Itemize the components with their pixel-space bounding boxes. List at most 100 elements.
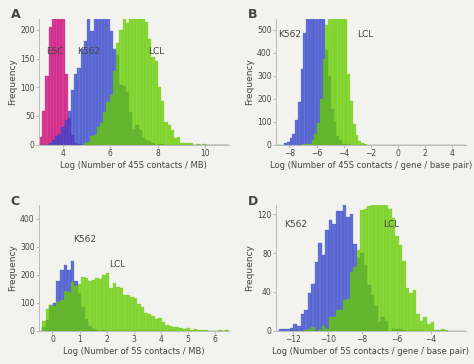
Bar bbox=[74, 281, 78, 331]
Bar bbox=[410, 293, 413, 331]
Bar bbox=[395, 329, 399, 331]
Bar bbox=[137, 304, 141, 331]
Bar bbox=[58, 134, 62, 145]
Bar bbox=[87, 142, 91, 145]
Bar bbox=[138, 10, 142, 145]
Bar bbox=[353, 245, 357, 331]
Y-axis label: Frequency: Frequency bbox=[246, 244, 255, 291]
Bar bbox=[345, 17, 347, 145]
X-axis label: Log (Number of 45S contacts / MB): Log (Number of 45S contacts / MB) bbox=[60, 161, 207, 170]
Text: K562: K562 bbox=[284, 220, 308, 229]
Bar bbox=[197, 329, 201, 331]
Bar bbox=[381, 317, 385, 331]
Bar bbox=[318, 244, 321, 331]
Bar bbox=[402, 261, 406, 331]
Bar bbox=[141, 308, 144, 331]
Bar bbox=[318, 330, 321, 331]
Bar bbox=[171, 130, 174, 145]
Bar bbox=[181, 143, 183, 145]
Bar bbox=[378, 181, 381, 331]
Bar bbox=[306, 144, 309, 145]
Bar bbox=[325, 329, 328, 331]
Bar bbox=[48, 27, 52, 145]
Bar bbox=[334, 0, 337, 145]
Bar bbox=[326, 50, 328, 145]
Bar bbox=[60, 300, 64, 331]
Bar bbox=[287, 142, 290, 145]
Bar bbox=[132, 128, 136, 145]
Bar bbox=[378, 322, 381, 331]
Bar bbox=[77, 68, 81, 145]
Bar bbox=[84, 278, 88, 331]
Bar bbox=[81, 277, 84, 331]
Bar bbox=[53, 306, 56, 331]
Bar bbox=[186, 328, 190, 331]
Bar bbox=[158, 87, 161, 145]
Bar bbox=[84, 41, 87, 145]
Bar bbox=[193, 329, 197, 331]
Bar bbox=[420, 321, 423, 331]
Bar bbox=[174, 138, 177, 145]
Bar bbox=[392, 218, 395, 331]
Bar bbox=[304, 310, 308, 331]
Bar bbox=[374, 305, 378, 331]
Text: ESC: ESC bbox=[46, 47, 64, 56]
Bar bbox=[91, 136, 93, 145]
Bar bbox=[164, 122, 167, 145]
Bar bbox=[77, 144, 81, 145]
Bar bbox=[113, 282, 116, 331]
Bar bbox=[71, 90, 74, 145]
Y-axis label: Frequency: Frequency bbox=[9, 58, 18, 105]
Text: LCL: LCL bbox=[109, 260, 126, 269]
Text: LCL: LCL bbox=[383, 220, 399, 229]
Bar bbox=[334, 122, 337, 145]
Bar bbox=[62, 19, 64, 145]
Bar bbox=[55, 0, 58, 145]
Bar bbox=[42, 321, 46, 331]
Bar bbox=[292, 134, 295, 145]
Bar bbox=[60, 270, 64, 331]
Bar bbox=[346, 217, 350, 331]
Bar bbox=[74, 143, 77, 145]
Bar bbox=[91, 329, 95, 331]
Bar bbox=[91, 31, 93, 145]
Bar bbox=[145, 140, 148, 145]
Bar bbox=[413, 290, 417, 331]
Bar bbox=[360, 210, 364, 331]
Bar bbox=[68, 111, 71, 145]
Bar bbox=[42, 111, 46, 145]
Bar bbox=[297, 326, 301, 331]
Bar bbox=[343, 194, 346, 331]
Bar bbox=[100, 123, 103, 145]
Bar bbox=[417, 314, 420, 331]
Bar bbox=[152, 57, 155, 145]
Bar bbox=[102, 275, 106, 331]
Bar bbox=[81, 308, 84, 331]
Bar bbox=[385, 201, 388, 331]
Bar bbox=[162, 322, 165, 331]
Bar bbox=[93, 135, 97, 145]
Bar bbox=[317, 123, 320, 145]
Bar bbox=[332, 317, 336, 331]
Bar bbox=[78, 284, 81, 331]
Bar bbox=[187, 143, 190, 145]
Bar bbox=[337, 0, 339, 145]
Y-axis label: Frequency: Frequency bbox=[9, 244, 18, 291]
Bar bbox=[113, 71, 116, 145]
Bar bbox=[116, 287, 120, 331]
Bar bbox=[320, 0, 323, 145]
Bar bbox=[56, 302, 60, 331]
Bar bbox=[392, 329, 395, 331]
Bar bbox=[399, 245, 402, 331]
Bar bbox=[97, 127, 100, 145]
Bar bbox=[357, 258, 360, 331]
Bar bbox=[308, 293, 311, 331]
Bar bbox=[284, 143, 287, 145]
Bar bbox=[71, 261, 74, 331]
Bar bbox=[204, 330, 208, 331]
Bar bbox=[64, 265, 67, 331]
Bar bbox=[136, 0, 138, 145]
Bar bbox=[358, 141, 361, 145]
Bar bbox=[312, 0, 314, 145]
Bar bbox=[317, 0, 320, 145]
